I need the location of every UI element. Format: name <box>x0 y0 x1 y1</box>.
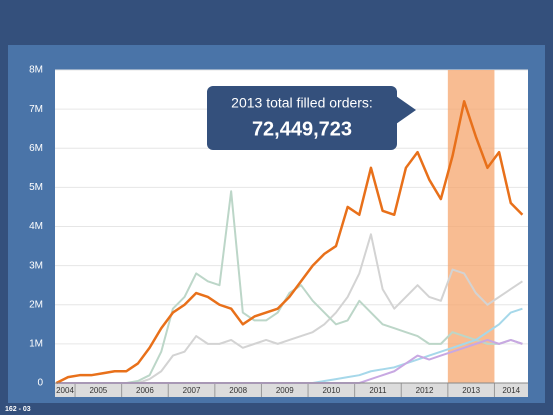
y-tick-label: 6M <box>29 143 43 154</box>
annotation-value: 72,449,723 <box>252 118 352 140</box>
y-tick-label: 5M <box>29 182 43 193</box>
x-tick-label: 2010 <box>322 386 340 395</box>
y-tick-label: 2M <box>29 299 43 310</box>
x-tick-label: 2005 <box>89 386 107 395</box>
y-tick-label: 0 <box>37 378 43 389</box>
y-tick-label: 8M <box>29 65 43 76</box>
x-axis-strip <box>55 383 528 397</box>
footer: 162 - 03 <box>5 406 31 413</box>
x-tick-label: 2009 <box>276 386 294 395</box>
annotation-pointer <box>396 96 416 124</box>
x-tick-label: 2013 <box>462 386 480 395</box>
annotation: 2013 total filled orders: 72,449,723 <box>207 86 416 150</box>
x-tick-label: 2006 <box>136 386 154 395</box>
annotation-box <box>207 86 397 150</box>
x-tick-label: 2012 <box>416 386 434 395</box>
y-tick-label: 3M <box>29 260 43 271</box>
y-tick-label: 4M <box>29 221 43 232</box>
x-tick-label: 2007 <box>183 386 201 395</box>
x-tick-label: 2008 <box>229 386 247 395</box>
series-line <box>55 100 524 385</box>
x-tick-label: 2004 <box>56 386 74 395</box>
layer: 0 1M 2M 3M 4M 5M 6M 7M 8M 2004 2005 2006 2007 2008 200… <box>29 65 528 397</box>
y-tick-label: 1M <box>29 339 43 350</box>
highlight-band <box>447 70 495 383</box>
y-tick-label: 7M <box>29 104 43 115</box>
annotation-title: 2013 total filled orders: <box>231 95 373 111</box>
series-line <box>56 190 523 384</box>
x-tick-label: 2011 <box>369 386 387 395</box>
x-tick-label: 2014 <box>502 386 520 395</box>
